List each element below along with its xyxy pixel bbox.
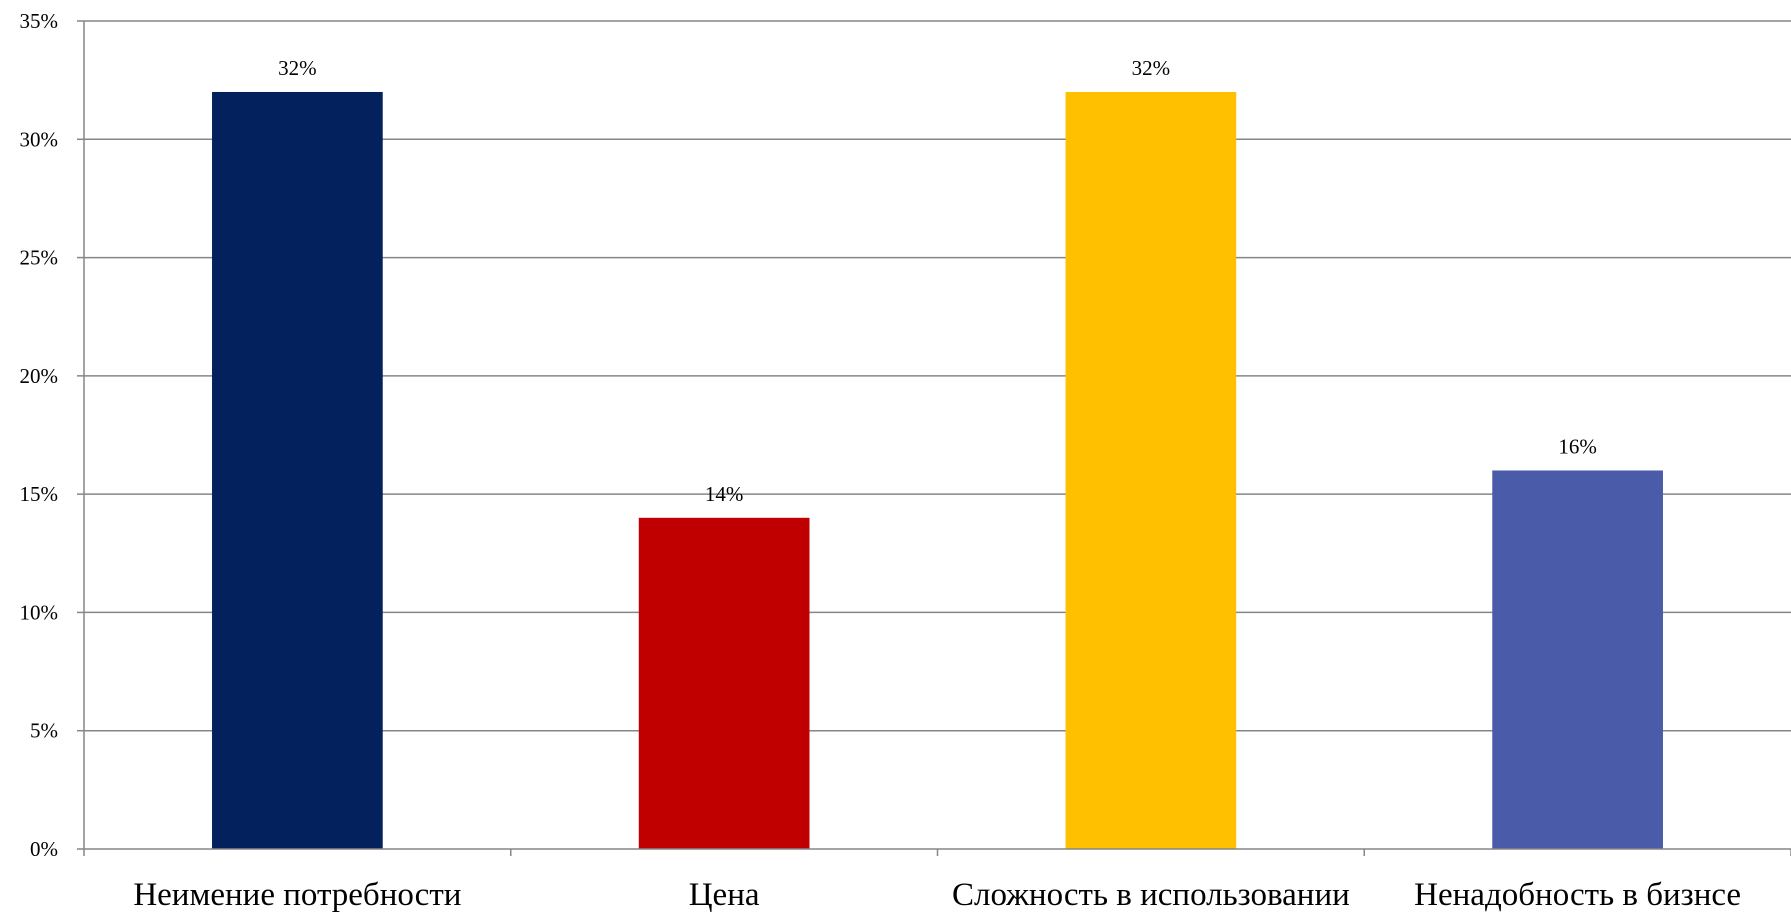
y-tick-label: 20% — [20, 364, 59, 388]
x-axis-ticks — [83, 849, 1791, 856]
y-tick-label: 30% — [20, 127, 59, 151]
x-axis-category-labels: Неимение потребности Цена Сложность в испо… — [133, 877, 1741, 912]
y-tick-label: 25% — [20, 246, 59, 270]
category-label: Неимение потребности — [133, 877, 461, 912]
bar — [1492, 470, 1663, 849]
y-tick-label: 5% — [30, 719, 58, 743]
data-label: 32% — [1132, 56, 1171, 80]
category-label: Сложность в использовании — [952, 877, 1350, 912]
y-axis-tick-labels: 0% 5% 10% 15% 20% 25% 30% 35% — [20, 9, 84, 861]
bar — [638, 517, 810, 849]
y-tick-label: 35% — [20, 9, 59, 33]
category-label: Цена — [689, 877, 760, 912]
data-label: 32% — [278, 56, 317, 80]
data-labels: 32% 14% 32% 16% — [278, 56, 1597, 506]
y-tick-label: 10% — [20, 600, 59, 624]
data-label: 16% — [1558, 434, 1597, 458]
y-tick-label: 0% — [30, 837, 58, 861]
bars — [212, 91, 1663, 849]
data-label: 14% — [705, 482, 744, 506]
y-tick-label: 15% — [20, 482, 59, 506]
bar — [1065, 91, 1237, 849]
category-label: Ненадобность в бизнсе — [1414, 877, 1741, 912]
bar — [212, 91, 383, 849]
